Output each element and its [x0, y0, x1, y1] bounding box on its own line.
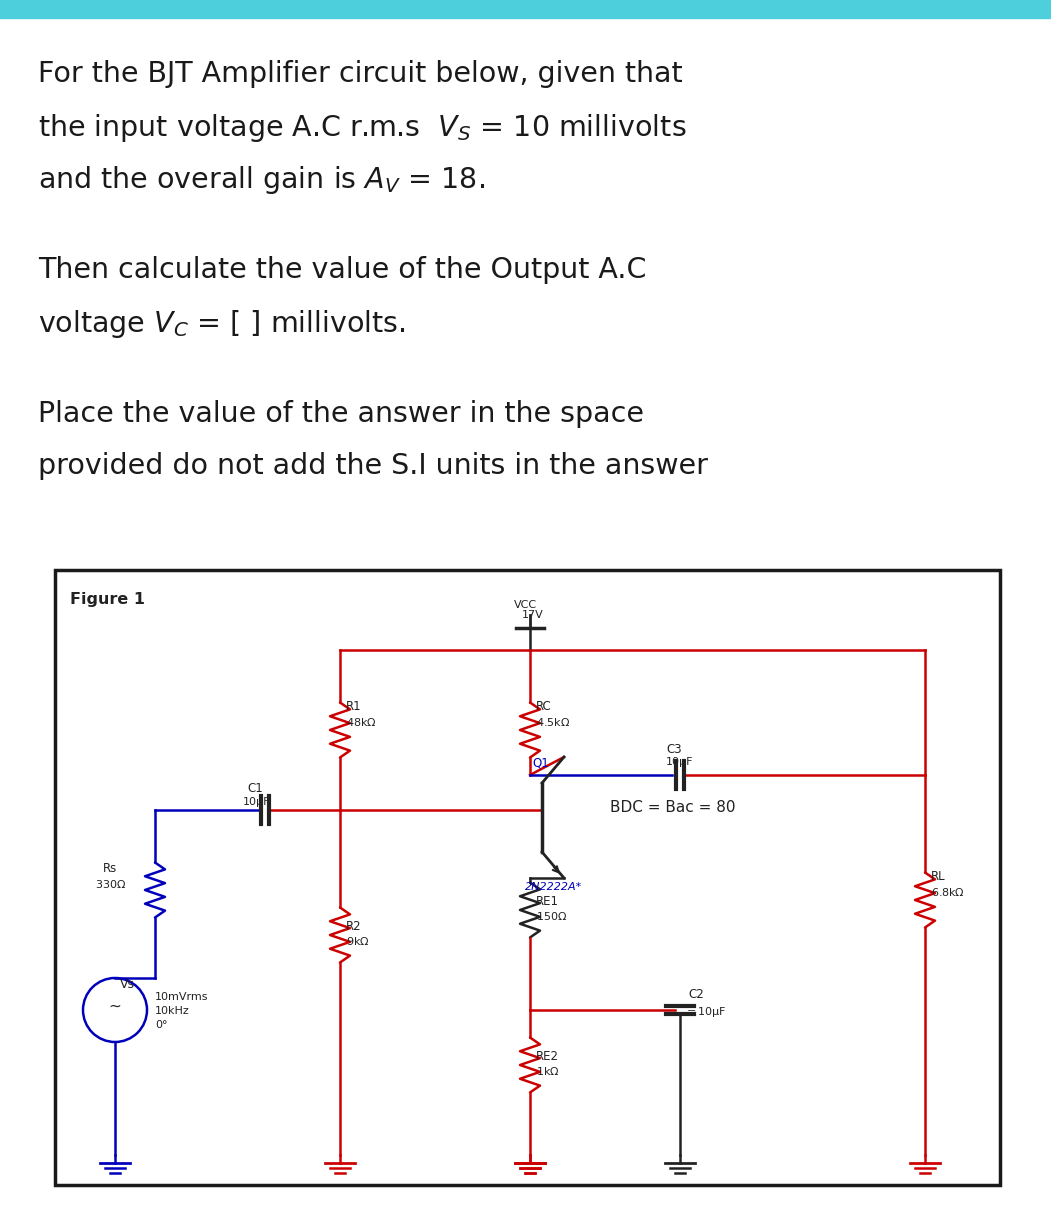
Text: Then calculate the value of the Output A.C: Then calculate the value of the Output A…	[38, 257, 646, 284]
Text: 1k$\Omega$: 1k$\Omega$	[536, 1065, 559, 1077]
Text: voltage $V_C$ = [ ] millivolts.: voltage $V_C$ = [ ] millivolts.	[38, 309, 406, 340]
Text: 150$\Omega$: 150$\Omega$	[536, 910, 568, 922]
Text: 9k$\Omega$: 9k$\Omega$	[346, 935, 370, 947]
Text: 2N2222A*: 2N2222A*	[526, 882, 582, 892]
Text: For the BJT Amplifier circuit below, given that: For the BJT Amplifier circuit below, giv…	[38, 60, 683, 88]
Text: BDC = Bac = 80: BDC = Bac = 80	[610, 800, 736, 816]
Text: ~: ~	[108, 998, 121, 1014]
Text: RC: RC	[536, 701, 552, 713]
Text: RE1: RE1	[536, 895, 559, 908]
Text: $=$10μF: $=$10μF	[684, 1006, 726, 1019]
Text: R2: R2	[346, 920, 362, 933]
Text: C2: C2	[688, 989, 704, 1001]
Text: 6.8k$\Omega$: 6.8k$\Omega$	[931, 886, 965, 898]
Text: 48k$\Omega$: 48k$\Omega$	[346, 716, 376, 728]
Text: and the overall gain is $A_V$ = 18.: and the overall gain is $A_V$ = 18.	[38, 165, 486, 196]
Text: VCC: VCC	[514, 600, 537, 610]
Text: 10kHz: 10kHz	[154, 1006, 190, 1016]
Text: C1: C1	[247, 782, 263, 795]
Text: Q1: Q1	[532, 757, 549, 770]
Text: provided do not add the S.I units in the answer: provided do not add the S.I units in the…	[38, 453, 708, 480]
Bar	[55, 570, 1000, 1185]
Text: RL: RL	[931, 870, 946, 883]
Text: Rs: Rs	[103, 862, 118, 875]
Text: R1: R1	[346, 701, 362, 713]
Text: Vs: Vs	[120, 978, 135, 991]
Text: 10μF: 10μF	[243, 797, 270, 807]
Text: 330$\Omega$: 330$\Omega$	[95, 878, 126, 891]
Text: C3: C3	[666, 743, 682, 756]
Text: the input voltage A.C r.m.s  $V_S$ = 10 millivolts: the input voltage A.C r.m.s $V_S$ = 10 m…	[38, 113, 686, 144]
Bar	[0, 0, 1051, 18]
Text: 0°: 0°	[154, 1020, 167, 1030]
Text: 4.5k$\Omega$: 4.5k$\Omega$	[536, 716, 570, 728]
Text: Place the value of the answer in the space: Place the value of the answer in the spa…	[38, 401, 644, 428]
Text: 10μF: 10μF	[666, 757, 694, 767]
Text: Figure 1: Figure 1	[70, 592, 145, 607]
Text: 17V: 17V	[522, 610, 543, 620]
Text: RE2: RE2	[536, 1050, 559, 1064]
Text: 10mVrms: 10mVrms	[154, 992, 208, 1002]
